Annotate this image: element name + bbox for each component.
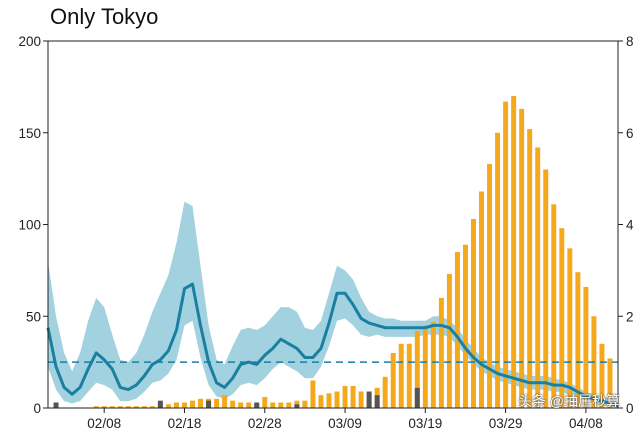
- x-tick-label: 02/18: [168, 416, 202, 431]
- dark-bar: [294, 404, 300, 408]
- trend-line-layer: [46, 282, 619, 408]
- right-tick-label: 2: [626, 309, 634, 324]
- case-bar: [302, 400, 308, 408]
- case-bar: [133, 406, 139, 408]
- case-bar: [511, 96, 517, 409]
- x-tick-label: 03/09: [328, 416, 362, 431]
- case-bar: [318, 395, 324, 408]
- case-bar: [141, 406, 147, 408]
- case-bar: [342, 385, 348, 408]
- case-bar: [406, 343, 412, 408]
- dark-bar: [414, 387, 420, 408]
- dark-bar: [366, 391, 372, 408]
- case-bar: [198, 398, 204, 408]
- case-bar: [422, 325, 428, 408]
- case-bar: [487, 163, 493, 408]
- case-bar: [125, 406, 131, 408]
- case-bar: [599, 343, 605, 408]
- case-bar: [286, 402, 292, 408]
- case-bar: [165, 404, 171, 408]
- case-bar: [310, 380, 316, 408]
- case-bar: [527, 129, 533, 408]
- case-bar: [350, 385, 356, 408]
- case-bar: [117, 406, 123, 408]
- case-bar: [190, 400, 195, 408]
- case-bar: [334, 391, 340, 408]
- case-bar: [181, 402, 187, 408]
- case-bar: [93, 406, 99, 408]
- case-bar: [214, 398, 220, 408]
- case-bar: [390, 352, 396, 408]
- right-tick-label: 4: [626, 218, 634, 233]
- right-tick-label: 0: [626, 401, 634, 416]
- dark-bar: [157, 400, 163, 408]
- case-bar: [503, 101, 509, 409]
- x-tick-label: 02/28: [248, 416, 282, 431]
- case-bar: [519, 108, 525, 409]
- x-tick-label: 02/08: [87, 416, 121, 431]
- case-bar: [358, 391, 364, 408]
- case-bar: [559, 228, 565, 408]
- case-bar: [446, 274, 452, 408]
- x-tick-label: 03/29: [489, 416, 523, 431]
- case-bar: [109, 406, 115, 408]
- case-bar: [462, 244, 468, 408]
- case-bar: [430, 321, 436, 408]
- case-bar: [149, 406, 155, 408]
- case-bar: [583, 286, 589, 408]
- left-tick-label: 150: [18, 126, 41, 141]
- dark-bar: [374, 395, 380, 408]
- case-bar: [382, 376, 388, 408]
- case-bar: [398, 343, 404, 408]
- left-tick-label: 200: [18, 34, 41, 49]
- left-tick-label: 50: [26, 309, 41, 324]
- case-bar: [230, 400, 236, 408]
- case-bar: [438, 297, 444, 408]
- right-tick-label: 6: [626, 126, 634, 141]
- case-bar: [607, 358, 613, 408]
- case-bar: [567, 248, 573, 408]
- left-tick-label: 100: [18, 218, 41, 233]
- case-bar: [535, 147, 541, 408]
- watermark-text: 头条 @抽屉秒算: [517, 393, 620, 409]
- case-bar: [471, 218, 476, 408]
- case-bar: [479, 191, 485, 408]
- case-bar: [238, 402, 244, 408]
- case-bar: [173, 402, 179, 408]
- case-bar: [270, 402, 276, 408]
- right-tick-label: 8: [626, 34, 634, 49]
- case-bar: [543, 169, 549, 408]
- axes-layer: 0 50 100 150 200 0 2 4 6 8 02/08 02/18 02/28 03/09 03/…: [18, 34, 634, 431]
- left-tick-label: 0: [33, 401, 41, 416]
- case-bar: [575, 272, 581, 408]
- chart-title: Only Tokyo: [50, 4, 159, 29]
- bar-layer: [53, 96, 613, 409]
- trend-line: [46, 282, 619, 408]
- dark-bar: [53, 402, 59, 408]
- dark-bar: [206, 400, 212, 408]
- case-bar: [222, 395, 228, 408]
- case-bar: [278, 402, 284, 408]
- case-bar: [246, 402, 252, 408]
- case-bar: [101, 406, 107, 408]
- case-bar: [495, 132, 501, 408]
- case-bar: [454, 252, 460, 408]
- dark-bar: [254, 402, 260, 408]
- case-bar: [262, 396, 268, 408]
- case-bar: [326, 393, 332, 408]
- x-tick-label: 03/19: [408, 416, 442, 431]
- case-bar: [551, 204, 557, 408]
- case-bar: [414, 330, 420, 408]
- x-tick-label: 04/08: [569, 416, 603, 431]
